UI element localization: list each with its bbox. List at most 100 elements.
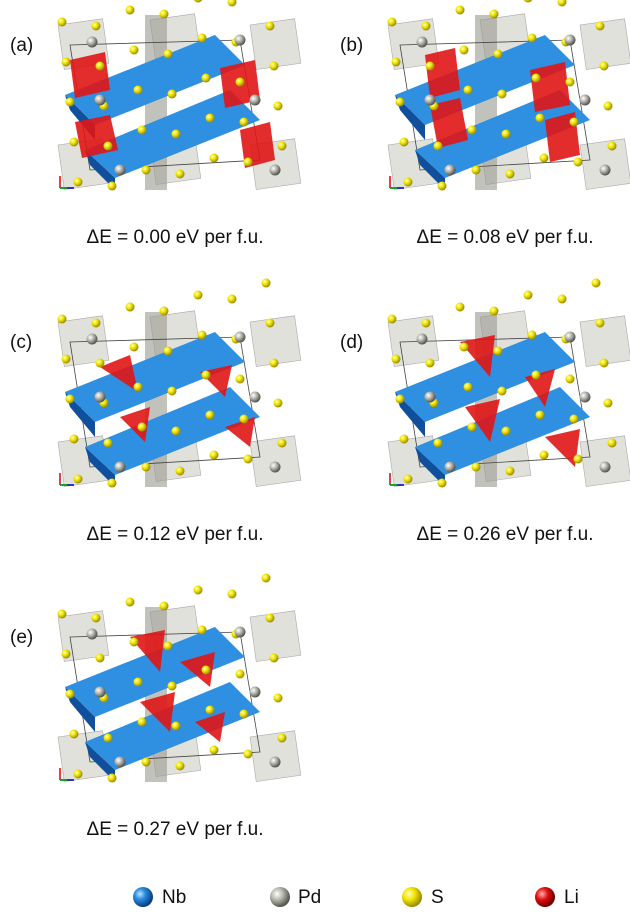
s-atom [198, 34, 207, 43]
s-atom [134, 383, 143, 392]
s-atom [126, 6, 135, 15]
s-atom [278, 142, 287, 151]
panel-caption: ΔE = 0.26 eV per f.u. [417, 524, 594, 545]
s-atom [528, 331, 537, 340]
s-atom [104, 142, 113, 151]
pd-atom [565, 332, 576, 343]
s-atom [74, 770, 83, 779]
panel-caption: ΔE = 0.12 eV per f.u. [87, 524, 264, 545]
s-atom [494, 347, 503, 356]
s-atom [270, 359, 279, 368]
structure [388, 279, 630, 488]
s-atom [396, 395, 405, 404]
pd-atom [270, 462, 281, 473]
s-atom [198, 331, 207, 340]
legend-marker [270, 887, 290, 907]
s-atom [274, 694, 283, 703]
pd-atom [417, 37, 428, 48]
s-atom [138, 718, 147, 727]
s-atom [502, 427, 511, 436]
li-polyhedron [70, 52, 110, 98]
pd-atom [115, 757, 126, 768]
s-atom [278, 439, 287, 448]
s-atom [426, 62, 435, 71]
s-atom [130, 46, 139, 55]
s-atom [240, 415, 249, 424]
s-atom [558, 0, 567, 7]
s-atom [422, 22, 431, 31]
s-atom [134, 86, 143, 95]
s-atom [274, 102, 283, 111]
s-atom [236, 78, 245, 87]
s-atom [392, 58, 401, 67]
s-atom [142, 758, 151, 767]
s-atom [168, 682, 177, 691]
s-atom [426, 359, 435, 368]
s-atom [566, 78, 575, 87]
pd-atom [235, 332, 246, 343]
pd-atom [87, 334, 98, 345]
s-atom [438, 479, 447, 488]
s-atom [70, 138, 79, 147]
panel-label: (c) [10, 332, 32, 353]
legend-label: Nb [162, 887, 186, 908]
s-atom [58, 18, 67, 27]
s-atom [468, 423, 477, 432]
s-atom [104, 439, 113, 448]
s-atom [66, 690, 75, 699]
s-atom [172, 130, 181, 139]
s-atom [490, 10, 499, 19]
s-atom [164, 642, 173, 651]
s-atom [468, 126, 477, 135]
s-atom [396, 98, 405, 107]
s-atom [266, 614, 275, 623]
s-atom [244, 750, 253, 759]
s-atom [58, 315, 67, 324]
legend-label: Li [564, 887, 579, 908]
s-atom [596, 319, 605, 328]
s-atom [536, 114, 545, 123]
s-atom [58, 610, 67, 619]
s-atom [92, 614, 101, 623]
s-atom [210, 451, 219, 460]
panel-label: (a) [10, 35, 33, 56]
s-atom [142, 463, 151, 472]
s-atom [502, 130, 511, 139]
s-atom [566, 375, 575, 384]
pd-atom [235, 35, 246, 46]
s-atom [108, 774, 117, 783]
legend-marker [133, 887, 153, 907]
pd-atom [87, 37, 98, 48]
s-atom [202, 666, 211, 675]
li-polyhedron [530, 62, 570, 112]
s-atom [434, 439, 443, 448]
s-atom [168, 387, 177, 396]
pd-atom [270, 165, 281, 176]
s-atom [490, 307, 499, 316]
panel: (a)ΔE = 0.00 eV per f.u. [10, 0, 301, 248]
s-atom [266, 22, 275, 31]
figure: (a)ΔE = 0.00 eV per f.u.(b)ΔE = 0.08 eV … [0, 0, 630, 910]
s-atom [164, 347, 173, 356]
s-atom [240, 710, 249, 719]
s-atom [596, 22, 605, 31]
structure [388, 0, 630, 191]
s-atom [194, 291, 203, 300]
pd-atom [250, 392, 261, 403]
s-atom [176, 467, 185, 476]
s-atom [66, 98, 75, 107]
s-atom [228, 295, 237, 304]
s-atom [456, 6, 465, 15]
s-atom [134, 678, 143, 687]
s-atom [498, 90, 507, 99]
s-atom [460, 343, 469, 352]
s-atom [126, 598, 135, 607]
structure [58, 279, 301, 488]
s-atom [404, 475, 413, 484]
s-atom [400, 435, 409, 444]
s-atom [160, 307, 169, 316]
s-atom [142, 166, 151, 175]
pd-atom [600, 462, 611, 473]
panel-caption: ΔE = 0.08 eV per f.u. [417, 227, 594, 248]
s-atom [108, 182, 117, 191]
